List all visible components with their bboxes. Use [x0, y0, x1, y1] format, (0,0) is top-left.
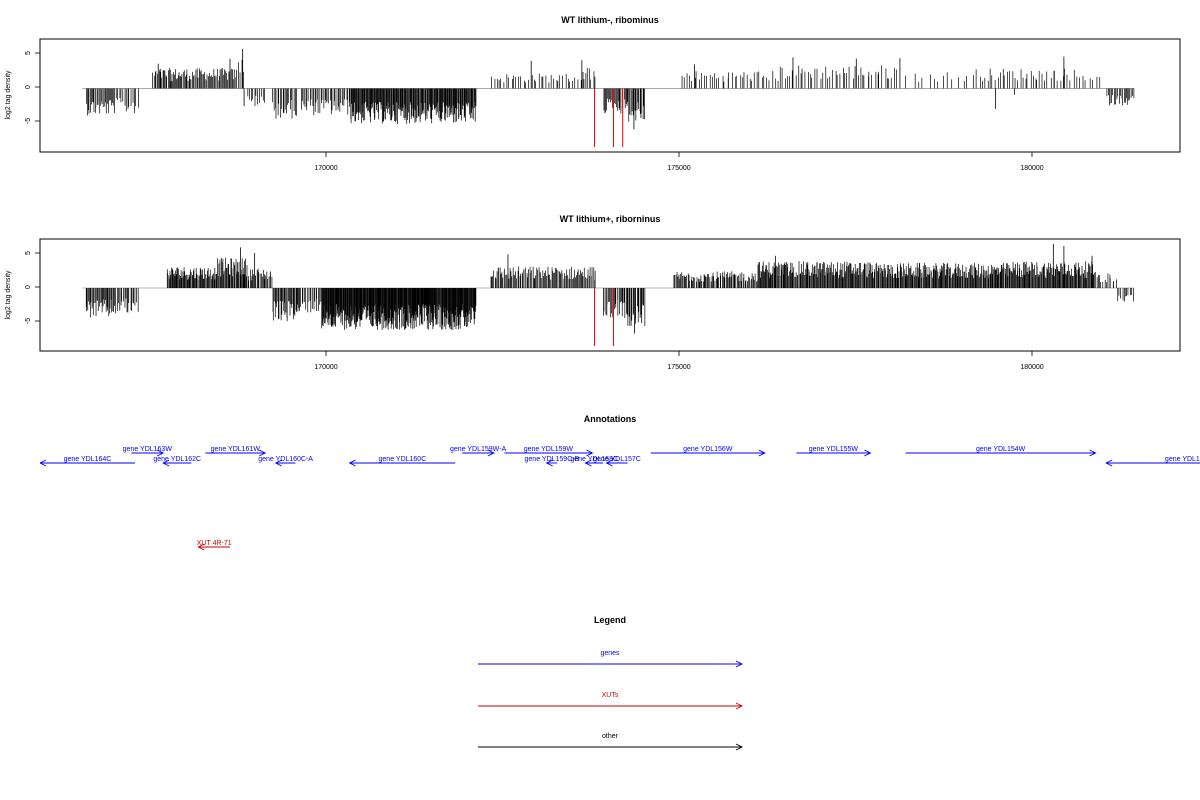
- gene-label: gene YDL162C: [153, 456, 201, 463]
- gene-arrow: [348, 459, 456, 467]
- gene-label: gene YDL154W: [976, 446, 1026, 453]
- xut-label: XUT 4R-71: [197, 540, 232, 547]
- x-tick-label: 175000: [667, 364, 690, 371]
- gene-label: gene YDL160C-A: [258, 456, 313, 463]
- gene-arrow: [650, 449, 766, 457]
- gene-arrow: [1105, 459, 1200, 467]
- gene-arrow: [796, 449, 872, 457]
- x-tick-label: 180000: [1020, 364, 1043, 371]
- x-tick-label: 175000: [667, 165, 690, 172]
- chart-title: WT lithium-, ribominus: [561, 15, 659, 25]
- chart-title: WT lithium+, riborninus: [560, 214, 661, 224]
- plot-frame: [39, 38, 1181, 153]
- data-marks: [82, 48, 1135, 148]
- legend-item-xut: XUTs: [478, 692, 744, 710]
- annotation-area: gene YDL164C gene YDL163W gene YDL162C gene…: [40, 446, 1200, 551]
- gene-arrow: [545, 459, 558, 467]
- gene-label: gene YDL159C-B: [525, 456, 580, 463]
- legend-item-gene: genes: [478, 650, 744, 668]
- data-marks: [82, 243, 1135, 347]
- gene-arrow: [504, 449, 594, 457]
- gene-arrow: [40, 459, 135, 467]
- gene-label: gene YDL153C: [1165, 456, 1200, 463]
- y-tick-label: 5: [25, 251, 32, 255]
- annotation-marks: gene YDL164C gene YDL163W gene YDL162C gene…: [40, 446, 1200, 551]
- plot-frame: [39, 238, 1181, 352]
- y-tick-label: -5: [25, 118, 32, 124]
- x-tick-label: 170000: [314, 165, 337, 172]
- gene-label: gene YDL160C: [379, 456, 427, 463]
- gene-label: gene YDL159W-A: [450, 446, 506, 453]
- gene-label: gene YDL161W: [211, 446, 261, 453]
- legend-arrow-head: [735, 702, 744, 710]
- gene-arrow: [131, 449, 165, 457]
- y-tick-label: 5: [25, 51, 32, 55]
- y-tick-label: -5: [25, 318, 32, 324]
- gene-arrow: [162, 459, 192, 467]
- legend-arrow-head: [735, 660, 744, 668]
- gene-label: gene YDL155W: [809, 446, 859, 453]
- gene-arrow: [205, 449, 267, 457]
- chart-panel-lithium-minus: WT lithium-, ribominus log2 tag density …: [5, 15, 1181, 172]
- y-tick-label: 0: [25, 85, 32, 89]
- gene-arrow: [905, 449, 1097, 457]
- gene-arrow: [584, 459, 603, 467]
- legend-arrow-head: [735, 743, 744, 751]
- gene-label: gene YDL163W: [123, 446, 173, 453]
- gene-label: gene YDL159W: [524, 446, 574, 453]
- gene-label: gene YDL158C: [570, 456, 618, 463]
- y-axis-label: log2 tag density: [5, 270, 12, 320]
- annotations-title: Annotations: [584, 414, 637, 424]
- axes: 5 0 -5 170000 175000 180000: [25, 51, 1044, 172]
- gene-arrow: [462, 449, 495, 457]
- legend-label: other: [602, 733, 619, 740]
- x-tick-label: 170000: [314, 364, 337, 371]
- legend-items: genes XUTs other: [478, 650, 744, 751]
- gene-label: gene YDL157C: [593, 456, 641, 463]
- gene-label: gene YDL156W: [683, 446, 733, 453]
- legend-label: genes: [600, 650, 620, 657]
- legend-label: XUTs: [602, 692, 619, 699]
- xut-arrow: [197, 543, 230, 551]
- y-tick-label: 0: [25, 285, 32, 289]
- gene-arrow: [274, 459, 296, 467]
- chart-panel-lithium-plus: WT lithium+, riborninus log2 tag density…: [5, 214, 1181, 371]
- y-axis-label: log2 tag density: [5, 70, 12, 120]
- axes: 5 0 -5 170000 175000 180000: [25, 251, 1044, 371]
- gene-label: gene YDL164C: [64, 456, 112, 463]
- legend: Legend genes XUTs other: [478, 615, 744, 751]
- gene-arrow: [605, 459, 628, 467]
- x-tick-label: 180000: [1020, 165, 1043, 172]
- legend-title: Legend: [594, 615, 626, 625]
- legend-item-other: other: [478, 733, 744, 751]
